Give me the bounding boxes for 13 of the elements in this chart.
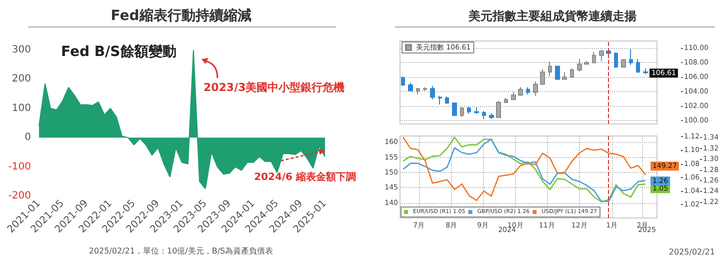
text: 2025/02/21，單位：10億/美元，B/S為資產負債表: [88, 246, 274, 256]
y-tick-label: 300: [12, 44, 31, 56]
y-tick-label: -100: [8, 161, 31, 172]
y-tick-label: 100: [12, 102, 31, 114]
chart-title: Fed縮表行動持續縮減: [110, 7, 252, 24]
y-tick-label: -200: [8, 190, 31, 202]
annotation: 2023/3美國中小型銀行危機: [203, 81, 345, 94]
annotation: 2024/6 縮表金額下調: [254, 171, 356, 184]
y-tick-label: 200: [12, 74, 31, 85]
y-tick-label: 0: [24, 132, 31, 144]
chart-title: 美元指數主要組成貨幣連續走揚: [468, 9, 636, 23]
chart-subtitle: Fed B/S餘額變動: [61, 43, 176, 60]
text: 2025/02/21: [668, 248, 715, 256]
